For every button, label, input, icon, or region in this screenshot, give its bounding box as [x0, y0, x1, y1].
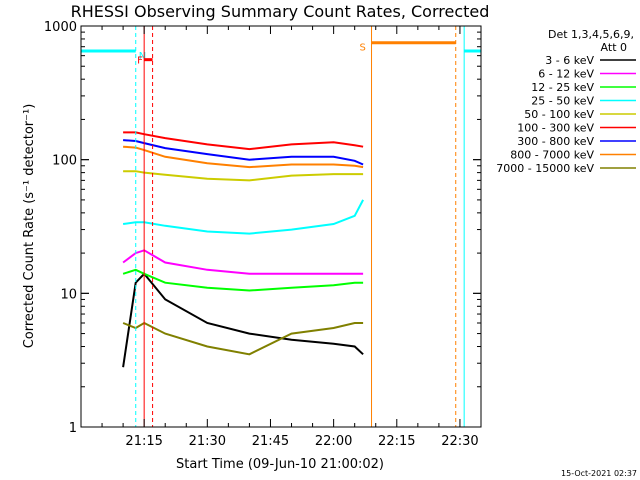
x-tick-label-5: 22:30 — [441, 434, 478, 449]
legend-title-line-2: Att 0 — [601, 41, 627, 54]
y-axis-label: Corrected Count Rate (s⁻¹ detector⁻¹) — [22, 104, 37, 349]
flag-label-1: F — [137, 56, 143, 67]
legend-label-5: 100 - 300 keV — [517, 122, 594, 135]
flag-label-0: N — [139, 51, 146, 62]
timestamp: 15-Oct-2021 02:37 — [561, 469, 637, 478]
x-tick-label-4: 22:15 — [378, 434, 415, 449]
legend-label-1: 6 - 12 keV — [538, 68, 594, 81]
x-tick-label-2: 21:45 — [252, 434, 289, 449]
x-ticks: 21:15 21:30 21:45 22:00 22:15 22:30 — [80, 26, 482, 449]
legend-label-4: 50 - 100 keV — [524, 108, 594, 121]
x-axis-label: Start Time (09-Jun-10 21:00:02) — [176, 457, 384, 472]
series-line-6 — [123, 139, 364, 166]
series-layer — [122, 131, 364, 368]
series-line-3 — [122, 199, 364, 235]
y-tick-label-2: 100 — [52, 154, 77, 169]
x-tick-label-1: 21:30 — [189, 434, 226, 449]
series-line-7 — [123, 145, 364, 169]
flag-label-2: S — [360, 43, 366, 54]
flags-layer: NF S — [80, 26, 482, 427]
series-line-4 — [123, 170, 364, 182]
series-line-0 — [122, 272, 364, 368]
series-line-8 — [122, 321, 364, 356]
x-tick-label-3: 22:00 — [315, 434, 352, 449]
series-line-1 — [122, 249, 364, 275]
plot-frame — [80, 25, 482, 428]
legend-label-3: 25 - 50 keV — [531, 95, 594, 108]
series-line-5 — [123, 131, 364, 151]
legend-label-6: 300 - 800 keV — [517, 135, 594, 148]
legend-label-7: 800 - 7000 keV — [510, 149, 594, 162]
legend-label-8: 7000 - 15000 keV — [496, 162, 594, 175]
chart-title: RHESSI Observing Summary Count Rates, Co… — [71, 2, 490, 21]
x-tick-label-0: 21:15 — [125, 434, 162, 449]
legend-label-2: 12 - 25 keV — [531, 81, 594, 94]
y-tick-label-1: 10 — [60, 287, 77, 302]
legend-label-0: 3 - 6 keV — [545, 54, 594, 67]
y-tick-label-3: 1000 — [44, 20, 77, 35]
series-line-2 — [122, 268, 364, 292]
y-tick-label-0: 1 — [69, 421, 77, 436]
y-ticks: 1 10 100 1000 — [44, 20, 481, 436]
legend-title-line-1: Det 1,3,4,5,6,9, — [548, 28, 634, 41]
